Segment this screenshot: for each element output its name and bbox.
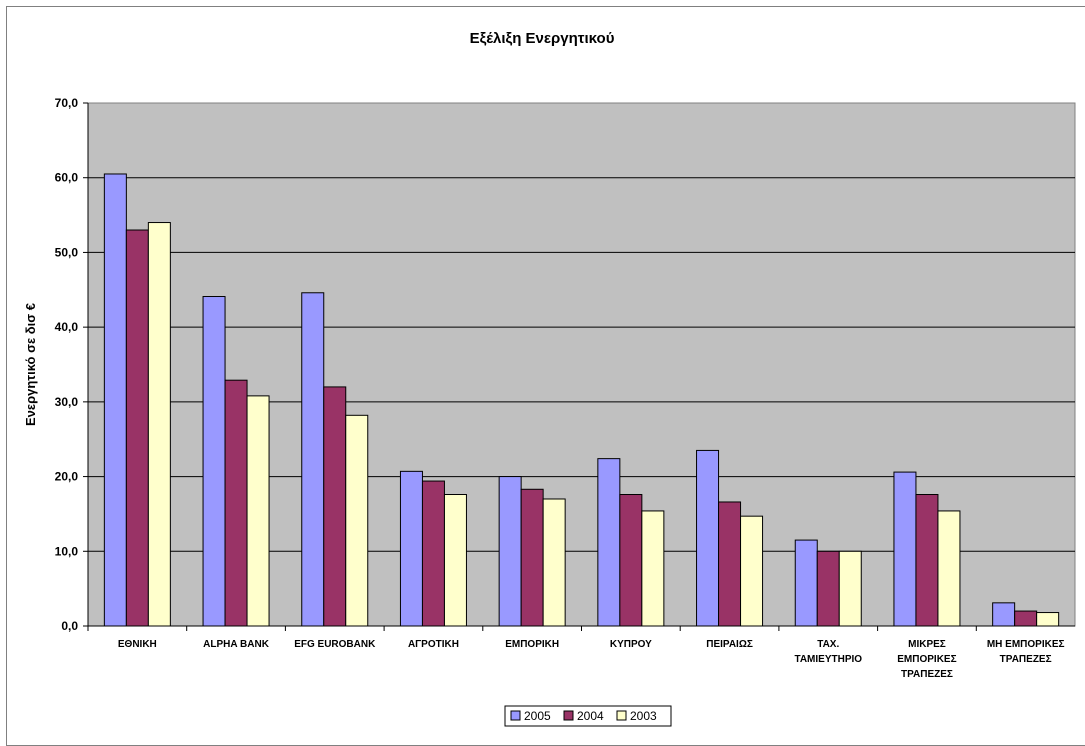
x-tick-label: ALPHA BANK: [203, 639, 270, 650]
bar-2003: [542, 498, 566, 627]
bar-2004: [718, 501, 742, 627]
chart-title: Εξέλιξη Ενεργητικού: [470, 30, 615, 47]
bar-2005: [794, 539, 818, 627]
bar-2004: [323, 386, 347, 627]
bar-2003: [147, 222, 171, 627]
bar-2005: [498, 476, 522, 627]
chart-svg: Εξέλιξη Ενεργητικού 0,0 10,0 20,0 30,0 40,0 50…: [23, 30, 1076, 727]
bar-2004: [125, 229, 149, 627]
y-axis-label: Ενεργητικό σε δισ €: [23, 303, 38, 426]
bar-2004: [520, 488, 544, 627]
bar-2003: [641, 510, 665, 627]
y-tick-label: 40,0: [55, 320, 79, 334]
x-tick-label: ΚΥΠΡΟΥ: [610, 639, 652, 650]
x-tick-label: ΜΗ ΕΜΠΟΡΙΚΕΣ: [987, 639, 1065, 650]
y-tick-label: 30,0: [55, 395, 79, 409]
x-tick-label: ΜΙΚΡΕΣ: [908, 639, 946, 650]
legend-label: 2004: [577, 709, 604, 723]
bar-2005: [399, 470, 423, 627]
bar-2003: [838, 550, 862, 627]
x-tick-label: ΤΑΧ.: [817, 639, 839, 650]
x-tick-label: ΑΓΡΟΤΙΚΗ: [408, 639, 459, 650]
x-tick-label: ΕΘΝΙΚΗ: [118, 639, 157, 650]
bar-2004: [816, 550, 840, 627]
bar-2004: [619, 494, 643, 627]
bar-2005: [202, 296, 226, 627]
bar-2003: [443, 494, 467, 627]
bar-2005: [103, 173, 127, 627]
legend-swatch: [563, 710, 574, 721]
y-tick-label: 70,0: [55, 96, 79, 110]
legend-label: 2003: [630, 709, 657, 723]
legend-box: [504, 705, 672, 727]
x-tick-label: ΤΑΜΙΕΥΤΗΡΙΟ: [794, 654, 862, 665]
bar-2004: [915, 494, 939, 627]
bar-2003: [740, 515, 764, 627]
y-tick-label: 20,0: [55, 470, 79, 484]
bar-2005: [301, 292, 325, 627]
legend-swatch: [616, 710, 627, 721]
x-tick-label: ΠΕΙΡΑΙΩΣ: [706, 639, 753, 650]
bar-2003: [1036, 612, 1060, 627]
x-tick-label: EFG EUROBANK: [294, 639, 376, 650]
x-tick-label: ΕΜΠΟΡΙΚΗ: [505, 639, 559, 650]
x-tick-label: ΤΡΑΠΕΖΕΣ: [1000, 654, 1052, 665]
y-tick-label: 10,0: [55, 544, 79, 558]
y-tick-label: 50,0: [55, 245, 79, 259]
bar-2004: [224, 379, 248, 627]
x-tick-label: ΤΡΑΠΕΖΕΣ: [901, 669, 953, 680]
x-tick-label: ΕΜΠΟΡΙΚΕΣ: [897, 654, 956, 665]
bar-2004: [1014, 610, 1038, 627]
bar-2003: [937, 510, 961, 627]
bar-2003: [246, 395, 270, 627]
y-tick-label: 60,0: [55, 171, 79, 185]
bar-2005: [893, 471, 917, 627]
legend-swatch: [510, 710, 521, 721]
bar-2004: [421, 480, 445, 627]
bar-2003: [345, 414, 369, 627]
y-tick-label: 0,0: [61, 619, 78, 633]
bar-2005: [992, 602, 1016, 627]
bar-2005: [696, 449, 720, 627]
bar-2005: [597, 458, 621, 627]
legend-label: 2005: [524, 709, 551, 723]
